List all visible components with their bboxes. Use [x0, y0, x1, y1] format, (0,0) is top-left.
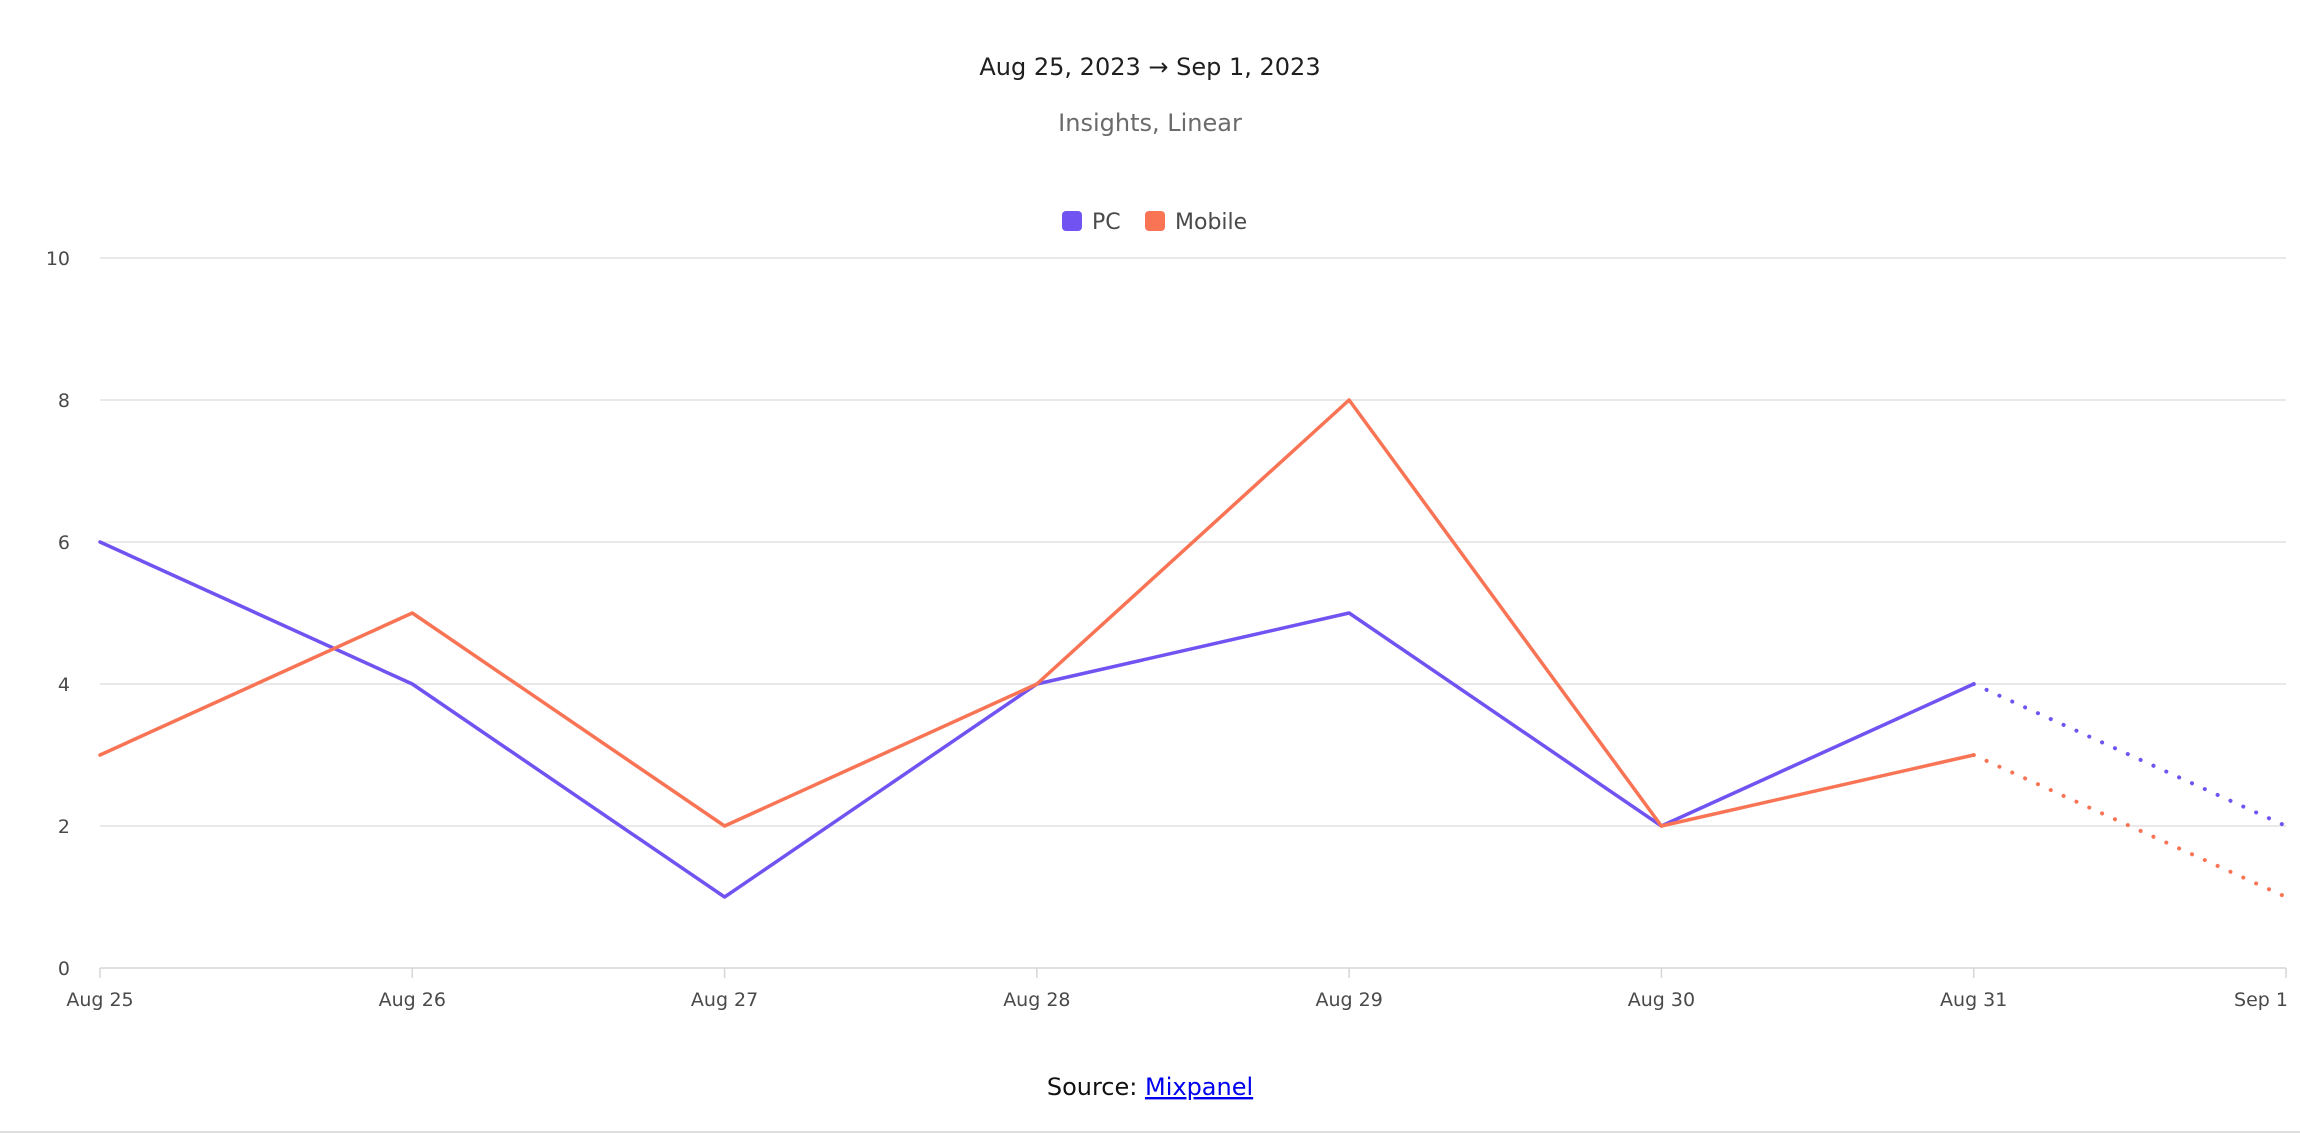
- x-tick-label: Aug 29: [1315, 989, 1382, 1011]
- y-tick-label: 10: [46, 248, 70, 270]
- legend: PC Mobile: [1062, 210, 1247, 235]
- x-tick-label: Aug 25: [66, 989, 133, 1011]
- source-link[interactable]: Mixpanel: [1145, 1073, 1253, 1101]
- legend-swatch: [1062, 211, 1082, 231]
- grid: [100, 257, 2286, 969]
- source-line: Source: Mixpanel: [1047, 1073, 1253, 1101]
- x-tick-label: Aug 27: [691, 989, 758, 1011]
- legend-label: PC: [1092, 210, 1121, 235]
- y-axis: 0 2 4 6 8 10: [46, 248, 70, 980]
- x-tick-label: Aug 31: [1940, 989, 2007, 1011]
- series-pc: [98, 540, 2288, 899]
- y-tick-label: 4: [58, 674, 70, 696]
- series-line-pc: [98, 540, 1976, 899]
- y-tick-label: 8: [58, 390, 70, 412]
- y-tick-label: 0: [58, 958, 70, 980]
- series-projection-pc: [1971, 682, 2288, 828]
- y-tick-label: 2: [58, 816, 70, 838]
- x-tick-label: Sep 1: [2234, 989, 2288, 1011]
- legend-label: Mobile: [1175, 210, 1247, 235]
- series-mobile: [98, 398, 2288, 899]
- x-tick-label: Aug 26: [379, 989, 446, 1011]
- legend-item-pc[interactable]: PC: [1062, 210, 1121, 235]
- series-layer: [98, 398, 2288, 899]
- x-axis: Aug 25 Aug 26 Aug 27 Aug 28 Aug 29 Aug 30 Aug …: [66, 968, 2288, 1011]
- x-tick-label: Aug 28: [1003, 989, 1070, 1011]
- page-divider: [0, 1131, 2300, 1133]
- legend-item-mobile[interactable]: Mobile: [1145, 210, 1247, 235]
- x-tick-label: Aug 30: [1628, 989, 1695, 1011]
- chart-title: Aug 25, 2023 → Sep 1, 2023: [979, 53, 1320, 81]
- legend-swatch: [1145, 211, 1165, 231]
- chart-subtitle: Insights, Linear: [1058, 109, 1242, 137]
- series-projection-mobile: [1971, 753, 2288, 899]
- source-prefix: Source:: [1047, 1073, 1145, 1101]
- y-tick-label: 6: [58, 532, 70, 554]
- series-line-mobile: [98, 398, 1976, 828]
